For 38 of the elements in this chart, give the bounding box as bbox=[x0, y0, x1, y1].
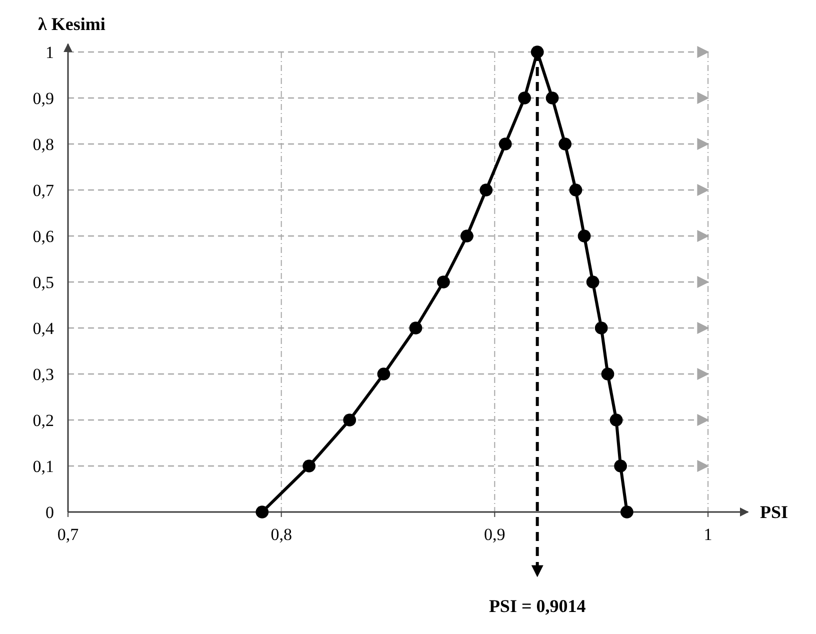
point bbox=[601, 368, 614, 380]
y-tick-label: 0,1 bbox=[32, 457, 54, 476]
point bbox=[302, 460, 316, 472]
y-tick-label: 0,3 bbox=[32, 365, 54, 384]
y-tick-label: 0,9 bbox=[32, 89, 54, 108]
point bbox=[480, 184, 493, 196]
point bbox=[610, 414, 623, 426]
y-tick-label: 0,4 bbox=[32, 319, 54, 338]
point bbox=[518, 92, 531, 104]
y-tick-label: 0,8 bbox=[32, 135, 54, 154]
point bbox=[498, 138, 512, 150]
point bbox=[614, 460, 627, 472]
point bbox=[620, 506, 634, 518]
point bbox=[460, 230, 474, 242]
point bbox=[558, 138, 572, 150]
x-tick-label: 0,7 bbox=[57, 525, 80, 544]
point bbox=[377, 368, 390, 380]
y-tick-label: 0,7 bbox=[32, 181, 54, 200]
y-tick-label: 0,5 bbox=[32, 273, 54, 292]
x-axis-title: PSI bbox=[760, 502, 788, 522]
point bbox=[594, 322, 608, 334]
text: PSI = 0,9014 bbox=[488, 596, 586, 616]
point bbox=[343, 414, 356, 426]
y-tick-label: 0 bbox=[46, 503, 54, 522]
point bbox=[437, 276, 450, 288]
y-tick-label: 0,2 bbox=[32, 411, 54, 430]
point bbox=[409, 322, 422, 334]
point bbox=[569, 184, 582, 196]
x-tick-label: 1 bbox=[704, 525, 712, 544]
x-tick-label: 0,9 bbox=[484, 525, 506, 544]
point bbox=[586, 276, 600, 288]
y-tick-label: 0,6 bbox=[32, 227, 54, 246]
point bbox=[578, 230, 591, 242]
point bbox=[256, 506, 269, 518]
y-axis-title: λ Kesimi bbox=[38, 14, 106, 34]
x-tick-label: 0,8 bbox=[270, 525, 292, 544]
point bbox=[546, 92, 559, 104]
y-tick-label: 1 bbox=[46, 43, 54, 62]
